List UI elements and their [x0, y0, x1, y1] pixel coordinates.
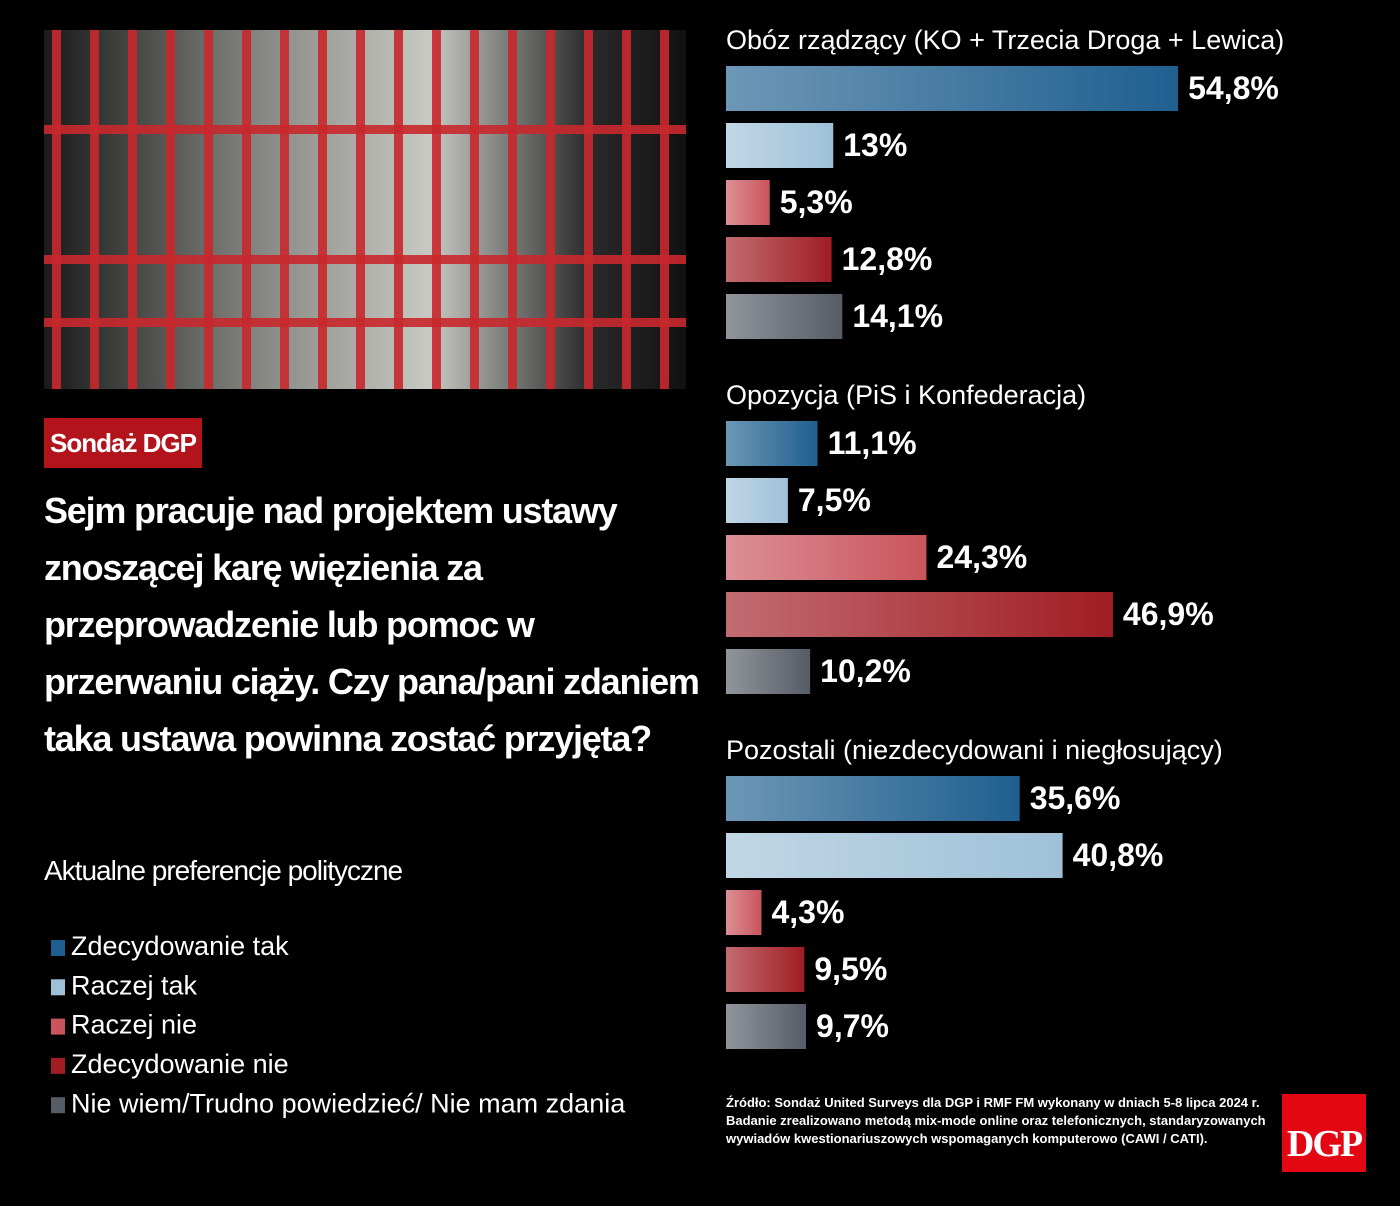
bar: [726, 180, 770, 225]
legend-swatch: [51, 940, 65, 956]
legend-label: Raczej tak: [71, 970, 198, 1000]
logo: DGP: [1282, 1094, 1366, 1172]
value-label: 54,8%: [1188, 70, 1279, 106]
tag: Sondaż DGP: [44, 418, 203, 468]
value-label: 40,8%: [1073, 837, 1164, 873]
bar: [726, 478, 788, 523]
bar: [726, 776, 1020, 821]
legend-label: Zdecydowanie tak: [71, 931, 289, 961]
legend-swatch: [51, 1057, 65, 1074]
bar: [726, 890, 762, 935]
value-label: 4,3%: [771, 894, 844, 930]
bar: [726, 833, 1063, 878]
legend-label: Nie wiem/Trudno powiedzieć/ Nie mam zdan…: [71, 1088, 626, 1118]
bar: [726, 123, 834, 168]
photo: [44, 30, 686, 389]
legend-swatch: [51, 979, 65, 996]
chart-title: Sejm pracuje nad projektem ustawy znoszą…: [44, 490, 700, 759]
bar: [726, 947, 805, 992]
value-label: 24,3%: [936, 539, 1027, 575]
legend-swatch: [51, 1018, 65, 1035]
bar: [726, 535, 927, 580]
bar: [726, 66, 1179, 111]
bar: [726, 649, 811, 694]
legend-swatch: [51, 1097, 65, 1114]
legend-label: Raczej nie: [71, 1010, 197, 1040]
bar: [726, 592, 1113, 637]
value-label: 11,1%: [828, 425, 917, 461]
value-label: 10,2%: [820, 653, 911, 689]
value-label: 9,5%: [814, 951, 887, 987]
bar: [726, 294, 843, 339]
bar: [726, 421, 818, 466]
value-label: 13%: [843, 127, 907, 163]
value-label: 14,1%: [852, 298, 943, 334]
value-label: 5,3%: [780, 184, 853, 220]
group-label: Pozostali (niezdecydowani i niegłosujący…: [726, 735, 1223, 765]
value-label: 7,5%: [798, 482, 871, 518]
bar: [726, 1004, 807, 1049]
value-label: 46,9%: [1123, 596, 1214, 632]
bar: [726, 237, 832, 282]
value-label: 35,6%: [1030, 780, 1121, 816]
legend-label: Zdecydowanie nie: [71, 1049, 289, 1079]
group-label: Obóz rządzący (KO + Trzecia Droga + Lewi…: [726, 25, 1284, 55]
value-label: 12,8%: [842, 241, 933, 277]
group-label: Opozycja (PiS i Konfederacja): [726, 380, 1086, 410]
chart-subtitle: Aktualne preferencje polityczne: [44, 855, 403, 886]
value-label: 9,7%: [816, 1008, 889, 1044]
source-note: Źródło: Sondaż United Surveys dla DGP i …: [726, 1095, 1266, 1146]
